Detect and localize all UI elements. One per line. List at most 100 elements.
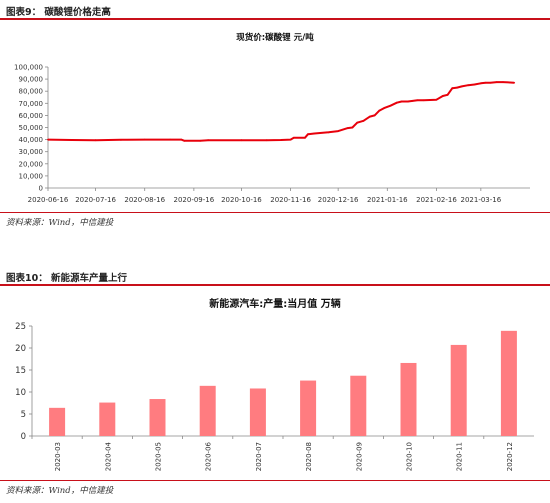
production-bar	[249, 388, 266, 436]
x-tick-label: 2020-11	[456, 442, 464, 471]
price-point	[240, 139, 243, 142]
figure2-title-rule	[0, 284, 550, 286]
price-point	[373, 114, 376, 117]
production-chart: 新能源汽车:产量:当月值 万辆 0 5 10 15 20 25 2020-03 2020-04 2…	[0, 286, 550, 480]
y-tick-label: 20	[15, 344, 26, 354]
production-bar	[450, 344, 467, 436]
y-tick-label: 0	[21, 432, 26, 442]
price-point	[180, 138, 183, 141]
price-point	[207, 139, 210, 142]
price-point	[495, 81, 498, 84]
x-tick-label: 2020-11-16	[270, 196, 311, 204]
price-point	[467, 84, 470, 87]
y-tick-label: 50,000	[19, 124, 44, 132]
price-point	[383, 107, 386, 110]
production-chart-title: 新能源汽车:产量:当月值 万辆	[209, 297, 340, 310]
y-tick-label: 80,000	[19, 88, 44, 96]
price-point	[265, 139, 268, 142]
price-chart: 现货价:碳酸锂 元/吨 0 10,000 20,000 30,000 40,000 50,0…	[0, 20, 550, 212]
x-tick-label: 2021-02-16	[416, 196, 457, 204]
price-point	[327, 131, 330, 134]
x-tick-label: 2020-07	[255, 442, 263, 471]
price-point	[70, 139, 73, 141]
figure2-title: 图表10： 新能源车产量上行	[6, 273, 128, 284]
x-tick-label: 2020-03	[54, 442, 62, 471]
price-point	[484, 81, 487, 84]
price-point	[120, 138, 122, 141]
production-bar	[400, 362, 417, 436]
y-tick-label: 20,000	[19, 160, 44, 168]
price-point	[489, 81, 492, 84]
production-bar	[99, 402, 116, 436]
production-chart-svg: 新能源汽车:产量:当月值 万辆 0 5 10 15 20 25 2020-03 2020-04 2…	[15, 297, 534, 471]
price-point	[199, 139, 202, 142]
figure1-source: 资料来源：Wind，中信建投	[6, 218, 114, 228]
production-bar	[300, 380, 317, 436]
production-bar	[49, 407, 66, 436]
y-tick-label: 25	[15, 322, 26, 332]
y-tick-label: 10	[15, 388, 26, 398]
price-point	[303, 136, 306, 139]
production-bar	[149, 399, 166, 436]
price-point	[451, 87, 454, 90]
production-bar	[500, 330, 517, 436]
y-tick-label: 60,000	[19, 112, 44, 120]
x-tick-label: 2020-04	[104, 441, 112, 471]
x-tick-label: 2020-10-16	[221, 196, 262, 204]
x-tick-label: 2021-03-16	[461, 196, 502, 204]
price-point	[513, 81, 516, 84]
x-tick-label: 2020-06-16	[28, 196, 69, 204]
y-tick-label: 100,000	[14, 64, 43, 72]
figure1-title: 图表9： 碳酸锂价格走高	[6, 7, 111, 18]
price-point	[502, 81, 504, 84]
price-point	[307, 133, 309, 136]
price-point	[378, 109, 381, 112]
figure2-source: 资料来源：Wind，中信建投	[6, 486, 114, 496]
figure2-bottom-rule	[0, 480, 550, 481]
x-tick-label: 2020-10	[406, 442, 414, 471]
y-tick-label: 70,000	[19, 100, 44, 108]
y-tick-label: 15	[15, 366, 26, 376]
price-chart-svg: 现货价:碳酸锂 元/吨 0 10,000 20,000 30,000 40,000 50,0…	[14, 32, 530, 204]
y-tick-label: 90,000	[19, 76, 44, 84]
price-point	[94, 139, 97, 142]
price-point	[143, 138, 146, 141]
price-point	[441, 95, 444, 97]
price-point	[346, 127, 349, 130]
y-tick-label: 10,000	[19, 172, 44, 180]
y-tick-label: 40,000	[19, 136, 44, 144]
y-tick-label: 5	[21, 410, 26, 420]
figure1-bottom-rule	[0, 212, 550, 213]
price-point	[389, 104, 392, 107]
price-point	[183, 139, 186, 142]
price-point	[435, 98, 438, 101]
x-tick-label: 2020-05	[155, 442, 163, 471]
price-point	[337, 130, 340, 133]
price-point	[456, 86, 458, 89]
price-point	[289, 138, 292, 141]
x-tick-label: 2020-08	[305, 442, 313, 471]
price-point	[292, 136, 295, 139]
production-bar	[350, 375, 367, 436]
x-tick-label: 2020-09-16	[174, 196, 215, 204]
price-point	[368, 115, 371, 118]
price-point	[280, 139, 282, 141]
price-point	[407, 100, 409, 103]
price-point	[47, 138, 49, 141]
x-tick-label: 2020-06	[205, 441, 213, 471]
x-tick-label: 2020-09	[355, 442, 363, 471]
price-point	[479, 82, 482, 85]
x-tick-label: 2020-08-16	[124, 196, 165, 204]
x-tick-label: 2021-01-16	[367, 196, 408, 204]
price-point	[351, 126, 354, 129]
price-chart-title: 现货价:碳酸锂 元/吨	[236, 32, 314, 43]
price-point	[400, 100, 403, 103]
production-bar	[199, 385, 216, 436]
figure1-title-rule	[0, 18, 550, 20]
price-point	[169, 138, 171, 141]
y-tick-label: 30,000	[19, 148, 44, 156]
price-point	[460, 85, 463, 88]
price-point	[313, 132, 316, 135]
price-point	[446, 93, 449, 96]
price-point	[356, 121, 359, 124]
